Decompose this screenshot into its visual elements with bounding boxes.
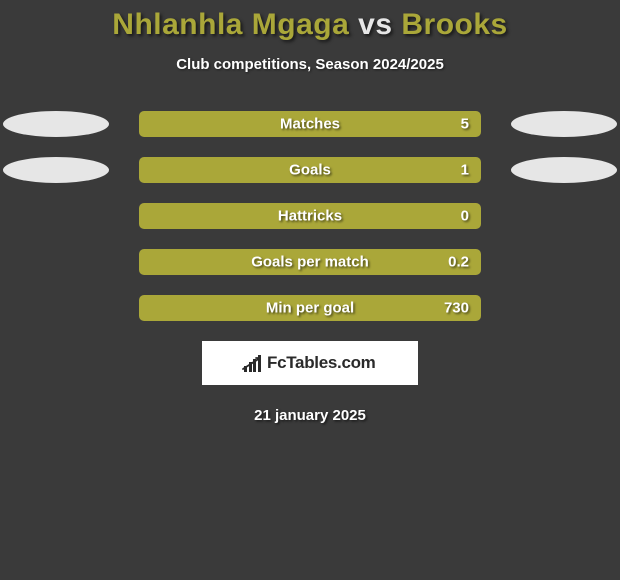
stat-label: Goals xyxy=(139,162,481,179)
stat-bar: Hattricks0 xyxy=(139,203,481,229)
player2-name: Brooks xyxy=(401,8,507,41)
stat-label: Hattricks xyxy=(139,208,481,225)
left-ellipse xyxy=(3,249,109,275)
stat-value: 0.2 xyxy=(448,254,469,271)
stat-label: Min per goal xyxy=(139,300,481,317)
stat-row: Goals1 xyxy=(0,157,620,183)
stat-row: Hattricks0 xyxy=(0,203,620,229)
left-ellipse xyxy=(3,295,109,321)
stat-value: 1 xyxy=(461,162,469,179)
subtitle: Club competitions, Season 2024/2025 xyxy=(0,56,620,73)
right-ellipse xyxy=(511,111,617,137)
stat-bar: Min per goal730 xyxy=(139,295,481,321)
stats-rows: Matches5Goals1Hattricks0Goals per match0… xyxy=(0,111,620,321)
stat-label: Goals per match xyxy=(139,254,481,271)
stat-row: Matches5 xyxy=(0,111,620,137)
right-ellipse xyxy=(511,157,617,183)
stat-row: Min per goal730 xyxy=(0,295,620,321)
right-ellipse xyxy=(511,203,617,229)
date-label: 21 january 2025 xyxy=(0,407,620,424)
stat-bar: Goals per match0.2 xyxy=(139,249,481,275)
page-title: Nhlanhla Mgaga vs Brooks xyxy=(0,8,620,42)
stat-row: Goals per match0.2 xyxy=(0,249,620,275)
comparison-container: Nhlanhla Mgaga vs Brooks Club competitio… xyxy=(0,0,620,424)
stat-value: 730 xyxy=(444,300,469,317)
left-ellipse xyxy=(3,111,109,137)
logo-barchart-icon xyxy=(244,354,261,372)
left-ellipse xyxy=(3,157,109,183)
left-ellipse xyxy=(3,203,109,229)
stat-value: 5 xyxy=(461,116,469,133)
right-ellipse xyxy=(511,249,617,275)
right-ellipse xyxy=(511,295,617,321)
logo-text: FcTables.com xyxy=(267,353,376,373)
stat-bar: Goals1 xyxy=(139,157,481,183)
stat-value: 0 xyxy=(461,208,469,225)
fctables-logo[interactable]: FcTables.com xyxy=(202,341,418,385)
vs-separator: vs xyxy=(349,8,401,41)
player1-name: Nhlanhla Mgaga xyxy=(112,8,349,41)
stat-label: Matches xyxy=(139,116,481,133)
stat-bar: Matches5 xyxy=(139,111,481,137)
